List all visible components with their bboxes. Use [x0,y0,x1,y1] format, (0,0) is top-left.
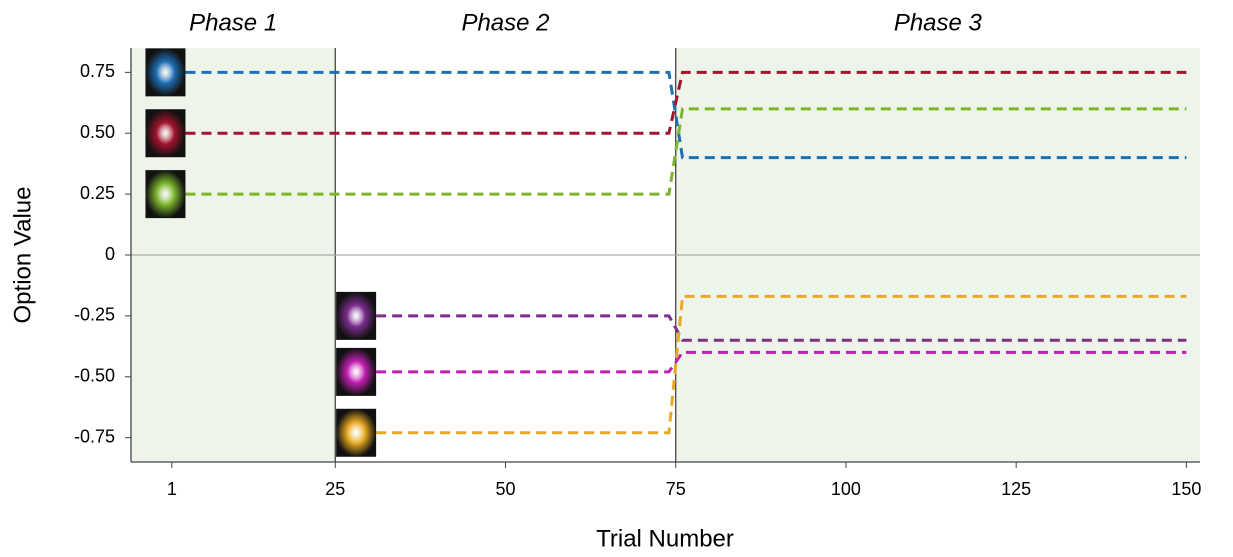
y-axis-label: Option Value [9,187,36,324]
x-tick-label: 25 [325,479,345,499]
option-icon [145,170,185,218]
y-tick-label: 0.75 [80,61,115,81]
y-tick-label: -0.75 [74,426,115,446]
option-icon [145,48,185,96]
y-tick-label: 0.25 [80,183,115,203]
x-tick-label: 100 [831,479,861,499]
x-axis-label: Trial Number [596,525,734,552]
phase-label: Phase 1 [189,9,277,36]
x-tick-label: 50 [495,479,515,499]
option-icon [336,292,376,340]
x-tick-label: 125 [1001,479,1031,499]
phase-label: Phase 3 [894,9,983,36]
option-icon [145,109,185,157]
option-icon [336,348,376,396]
x-tick-label: 75 [666,479,686,499]
chart: Trial Number Option Value Phase 1 Phase 2… [0,0,1233,557]
y-tick-label: 0.50 [80,122,115,142]
y-tick-label: -0.50 [74,366,115,386]
y-tick-label: 0 [105,244,115,264]
option-icon [336,409,376,457]
phase-label: Phase 2 [461,9,549,36]
y-tick-label: -0.25 [74,305,115,325]
x-tick-label: 1 [167,479,177,499]
x-tick-label: 150 [1171,479,1201,499]
